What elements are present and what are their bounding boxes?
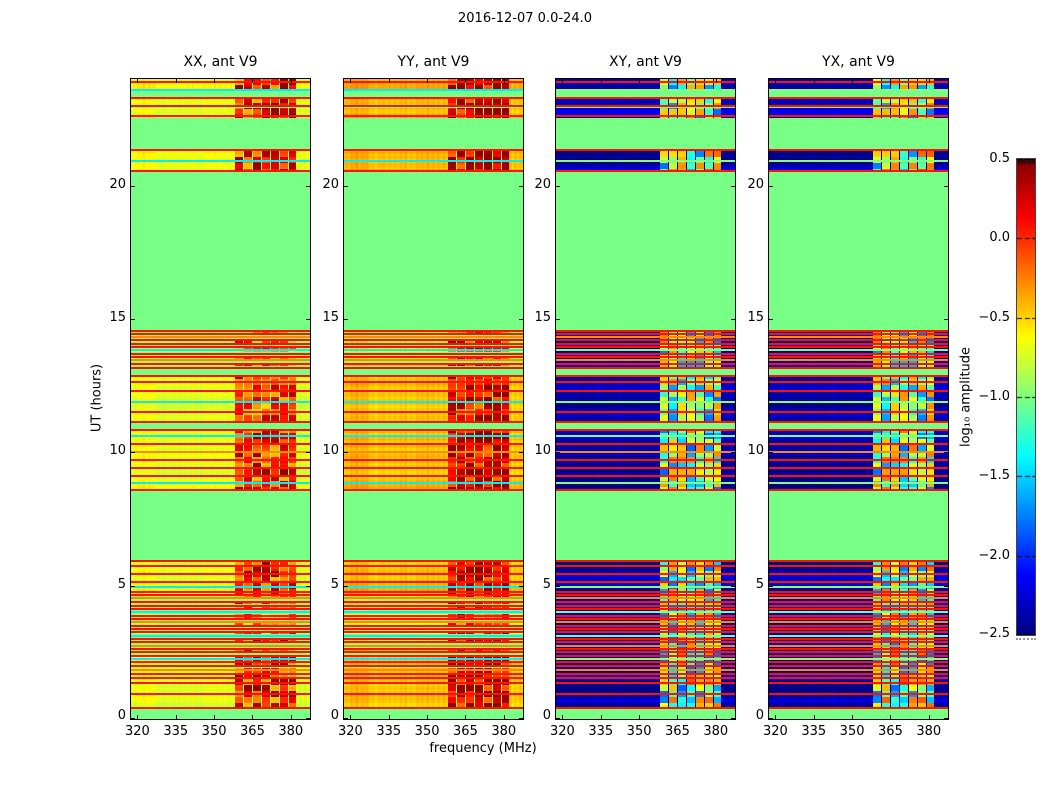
y-tick-label: 10 [109, 443, 126, 459]
heatmap-panel-xy: XY, ant V9 320 335 350 365 380 0 5 10 15 20 [534, 54, 736, 739]
x-tick-label: 380 [703, 724, 729, 739]
y-tick-label: 0 [117, 708, 126, 723]
x-tick-label: 320 [337, 724, 363, 739]
x-tick-label: 365 [240, 724, 265, 739]
x-tick-label: 335 [376, 724, 402, 739]
x-tick-label: 380 [278, 724, 304, 739]
y-tick-label: 15 [322, 310, 339, 325]
colorbar-tick-label: −2.5 [978, 626, 1010, 641]
y-tick-label: 20 [322, 176, 339, 192]
x-tick-label: 320 [762, 724, 788, 739]
y-tick-label: 15 [534, 310, 551, 325]
y-tick-label: 0 [755, 708, 764, 723]
x-tick-label: 335 [588, 724, 614, 739]
heatmap-panel-xx: XX, ant V9 320 335 350 365 380 0 5 10 15 20 [109, 54, 311, 739]
y-tick-label: 10 [322, 443, 339, 459]
x-tick-label: 365 [453, 724, 478, 739]
x-tick-label: 335 [801, 724, 827, 739]
x-tick-label: 350 [626, 724, 652, 739]
colorbar-axis-label: log₁₀ amplitude [958, 346, 974, 448]
panel-title-yx: YX, ant V9 [822, 54, 895, 70]
x-tick-label: 365 [878, 724, 903, 739]
x-tick-label: 320 [549, 724, 575, 739]
x-tick-label: 350 [839, 724, 865, 739]
y-tick-label: 0 [542, 708, 551, 723]
heatmap-panel-yx: YX, ant V9 320 335 350 365 380 0 5 10 15 20 [747, 54, 949, 739]
heatmap-canvas-xx [130, 78, 311, 720]
x-axis-label: frequency (MHz) [429, 741, 537, 756]
x-tick-label: 335 [163, 724, 189, 739]
y-tick-label: 5 [117, 576, 126, 592]
x-tick-label: 350 [414, 724, 440, 739]
colorbar: 0.5 0.0 −0.5 −1.0 −1.5 −2.0 −2.5 [978, 151, 1036, 641]
panel-title-xy: XY, ant V9 [609, 54, 682, 70]
x-tick-label: 350 [201, 724, 227, 739]
x-tick-label: 380 [491, 724, 517, 739]
colorbar-extend-dots [1016, 638, 1036, 640]
colorbar-tick-label: −2.0 [978, 548, 1010, 563]
y-tick-label: 10 [534, 443, 551, 459]
panel-title-yy: YY, ant V9 [397, 54, 470, 70]
y-tick-label: 5 [542, 576, 551, 592]
y-axis-label: UT (hours) [89, 363, 105, 433]
x-tick-label: 365 [665, 724, 690, 739]
y-tick-label: 20 [747, 176, 764, 192]
y-tick-label: 20 [534, 176, 551, 192]
y-tick-label: 5 [755, 576, 764, 592]
colorbar-tick-label: −1.5 [978, 468, 1010, 483]
y-tick-label: 20 [109, 176, 126, 192]
colorbar-canvas [1016, 158, 1036, 636]
y-tick-label: 15 [747, 310, 764, 325]
x-tick-label: 320 [124, 724, 150, 739]
heatmap-canvas-yy [343, 78, 524, 720]
y-tick-label: 5 [330, 576, 339, 592]
colorbar-tick-label: 0.0 [989, 230, 1010, 245]
panel-title-xx: XX, ant V9 [183, 54, 258, 70]
heatmap-panel-yy: YY, ant V9 320 335 350 365 380 0 5 10 15 20 [322, 54, 524, 739]
y-tick-label: 10 [747, 443, 764, 459]
colorbar-tick-label: 0.5 [989, 151, 1010, 166]
x-tick-label: 380 [916, 724, 942, 739]
colorbar-tick-label: −1.0 [978, 389, 1010, 404]
y-tick-label: 0 [330, 708, 339, 723]
y-tick-label: 15 [109, 310, 126, 325]
colorbar-tick-label: −0.5 [978, 310, 1010, 325]
heatmap-canvas-xy [555, 78, 736, 720]
heatmap-canvas-yx [768, 78, 949, 720]
figure-title: 2016-12-07 0.0-24.0 [458, 11, 592, 26]
